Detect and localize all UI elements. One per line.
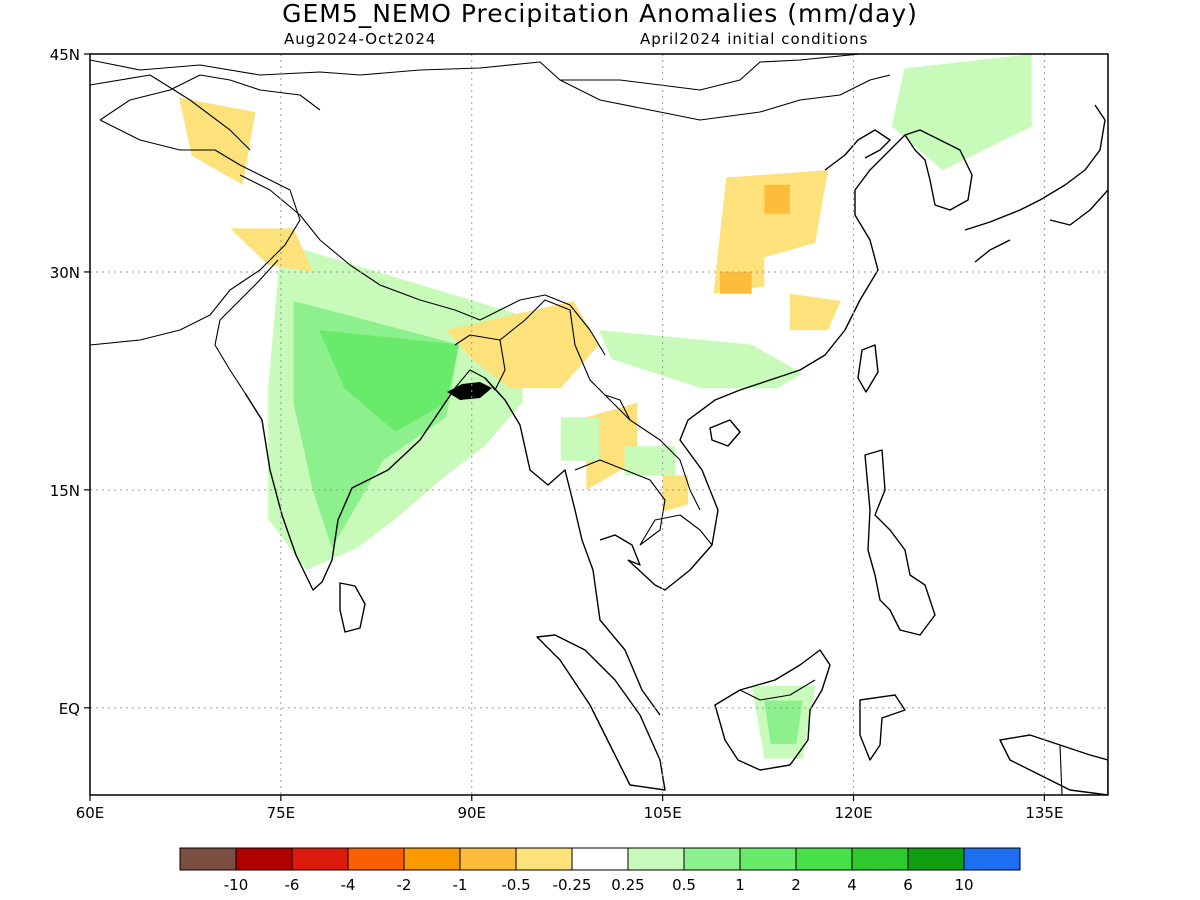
coastline-sri-lanka: [339, 582, 366, 633]
colorbar-swatch: [851, 847, 909, 871]
border-afghanistan: [99, 74, 321, 121]
coastline-gulf-thailand: [599, 534, 641, 566]
anomaly-region-17: [624, 446, 676, 476]
anomaly-region-16: [560, 417, 599, 461]
colorbar-swatch: [179, 847, 237, 871]
border-cambodia: [639, 514, 713, 546]
anomaly-region-8: [789, 293, 841, 331]
colorbar-label: -4: [341, 876, 356, 894]
colorbar-label: 10: [954, 876, 973, 894]
colorbar-label: 1: [735, 876, 745, 894]
colorbar-swatch: [627, 847, 685, 871]
lon-tick-label: 60E: [76, 804, 105, 822]
border-myanmar-china: [499, 299, 631, 421]
coastline-borneo: [714, 649, 831, 771]
colorbar-swatch: [683, 847, 741, 871]
border-pakistan: [90, 119, 301, 346]
coastline-indochina: [627, 134, 906, 591]
anomaly-region-2: [319, 330, 459, 432]
colorbar-label: -1: [453, 876, 468, 894]
colorbar-swatch: [571, 847, 629, 871]
colorbar-label: 2: [791, 876, 801, 894]
colorbar-label: -0.5: [501, 876, 530, 894]
ganges-delta-fill: [447, 382, 492, 400]
colorbar-swatch: [739, 847, 797, 871]
colorbar: -10 -6 -4 -2 -1 -0.5 -0.25 0.25 0.5 1 2 4 6 10: [179, 847, 1021, 894]
coastline-japan: [964, 104, 1108, 263]
border-china-north: [90, 54, 861, 91]
map-title: GEM5_NEMO Precipitation Anomalies (mm/da…: [282, 0, 918, 28]
lon-tick-label: 90E: [457, 804, 486, 822]
graticule: [90, 54, 1108, 795]
border-bangladesh: [454, 334, 506, 391]
lon-tick-label: 135E: [1025, 804, 1063, 822]
border-himalaya: [239, 174, 606, 356]
colorbar-label: 6: [903, 876, 913, 894]
coastline-new-guinea: [999, 734, 1108, 795]
colorbar-label: -6: [285, 876, 300, 894]
anomaly-region-7: [713, 170, 828, 294]
country-borders: [90, 54, 1063, 795]
anomaly-region-4: [230, 228, 313, 272]
map-frame: [89, 53, 1109, 796]
colorbar-swatch: [515, 847, 573, 871]
anomaly-region-9: [662, 475, 689, 512]
coastline-taiwan: [857, 344, 879, 393]
initial-conditions: April2024 initial conditions: [640, 30, 869, 48]
colorbar-swatch: [459, 847, 517, 871]
border-borneo-malaysia: [739, 679, 816, 701]
lat-tick-label: 30N: [50, 264, 80, 282]
colorbar-label: 0.5: [672, 876, 696, 894]
anomaly-region-15: [764, 700, 803, 745]
border-laos-vietnam: [604, 394, 701, 511]
coastline-myanmar: [484, 377, 661, 716]
colorbar-swatch: [795, 847, 853, 871]
colorbar-label: 0.25: [611, 876, 644, 894]
border-mongolia: [559, 74, 891, 121]
axis-ticks: 45N 30N 15N EQ 60E 75E 90E 105E 120E 135E: [50, 46, 1064, 822]
colorbar-label: -10: [224, 876, 249, 894]
anomaly-region-10: [764, 184, 790, 214]
colorbar-label: 4: [847, 876, 857, 894]
colorbar-swatch: [907, 847, 965, 871]
forecast-period: Aug2024-Oct2024: [284, 30, 437, 48]
coastline-sulawesi: [859, 694, 906, 761]
anomaly-shading: [179, 54, 1032, 759]
lat-tick-label: EQ: [59, 700, 80, 718]
anomaly-region-12: [599, 330, 803, 389]
anomaly-region-11: [719, 271, 752, 294]
lon-tick-label: 120E: [834, 804, 872, 822]
border-thailand: [574, 459, 666, 546]
colorbar-swatch: [963, 847, 1021, 871]
anomaly-region-13: [891, 54, 1032, 171]
colorbar-swatch: [235, 847, 293, 871]
colorbar-swatch: [403, 847, 461, 871]
ganges-delta: [447, 382, 492, 400]
coastline-philippines: [864, 449, 936, 636]
lon-tick-label: 105E: [644, 804, 682, 822]
colorbar-swatch: [347, 847, 405, 871]
colorbar-swatch: [291, 847, 349, 871]
lat-tick-label: 45N: [50, 46, 80, 64]
border-india-pakistan: [214, 259, 279, 394]
border-central-asia: [90, 74, 251, 151]
coastlines: [244, 104, 1108, 795]
border-new-guinea: [1059, 744, 1063, 795]
colorbar-label: -2: [397, 876, 412, 894]
lon-tick-label: 75E: [267, 804, 296, 822]
coastline-bohai: [824, 129, 891, 171]
coastline-hainan: [709, 419, 741, 447]
colorbar-label: -0.25: [553, 876, 592, 894]
coastline-korea: [904, 129, 973, 211]
lat-tick-label: 15N: [50, 482, 80, 500]
anomaly-region-6: [586, 402, 638, 490]
anomaly-region-5: [446, 301, 599, 389]
coastline-india: [244, 387, 456, 591]
